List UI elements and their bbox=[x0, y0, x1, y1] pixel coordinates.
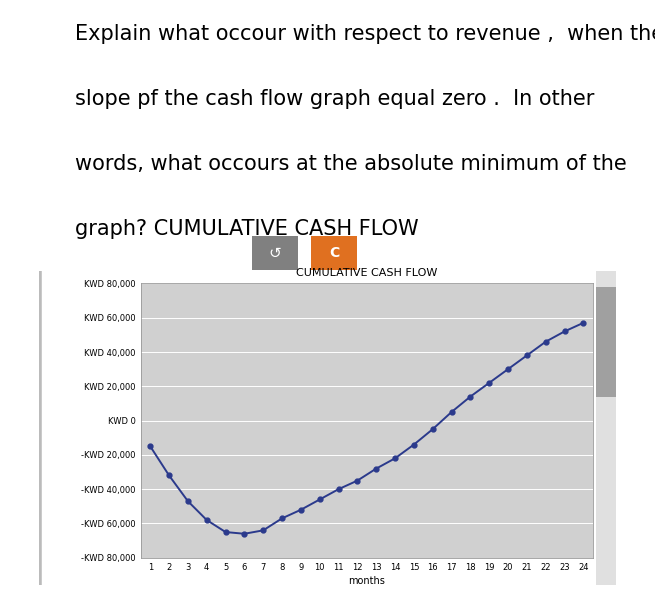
FancyBboxPatch shape bbox=[311, 236, 357, 270]
Title: CUMULATIVE CASH FLOW: CUMULATIVE CASH FLOW bbox=[296, 268, 438, 279]
FancyBboxPatch shape bbox=[252, 236, 298, 270]
Text: graph? CUMULATIVE CASH FLOW: graph? CUMULATIVE CASH FLOW bbox=[75, 219, 419, 239]
Text: C: C bbox=[329, 246, 339, 260]
X-axis label: months: months bbox=[348, 576, 385, 586]
Bar bbox=[595, 271, 616, 585]
Bar bbox=[595, 287, 616, 397]
Text: ↺: ↺ bbox=[269, 246, 282, 260]
Text: Explain what occour with respect to revenue ,  when the: Explain what occour with respect to reve… bbox=[75, 24, 655, 44]
Text: words, what occours at the absolute minimum of the: words, what occours at the absolute mini… bbox=[75, 154, 627, 174]
Text: slope pf the cash flow graph equal zero .  In other: slope pf the cash flow graph equal zero … bbox=[75, 89, 595, 109]
